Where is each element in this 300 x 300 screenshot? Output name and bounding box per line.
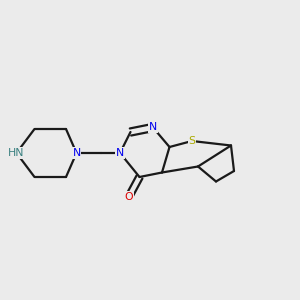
Text: S: S: [188, 136, 196, 146]
Text: O: O: [125, 191, 133, 202]
Text: HN: HN: [8, 148, 25, 158]
Text: N: N: [149, 122, 157, 133]
Text: N: N: [72, 148, 81, 158]
Text: N: N: [116, 148, 124, 158]
